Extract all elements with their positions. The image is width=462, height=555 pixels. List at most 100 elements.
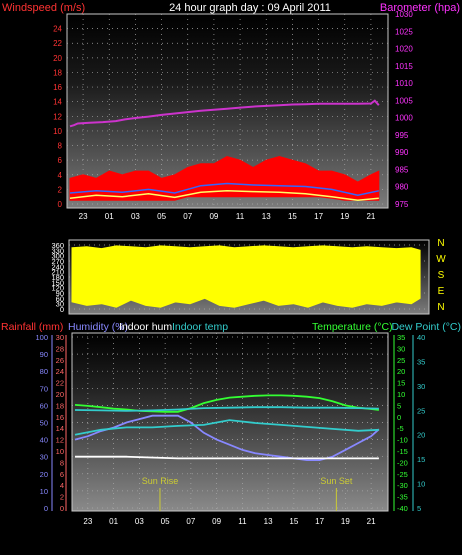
hour-tick-label: 09 (209, 212, 218, 221)
hour-tick-label: 01 (109, 517, 118, 526)
temperature-tick-label: 0 (397, 413, 401, 422)
temperature-panel-series (74, 394, 380, 462)
dew-point-tick-label: 35 (417, 357, 425, 366)
rainfall-tick-label: 30 (56, 333, 64, 342)
hour-tick-label: 17 (314, 212, 323, 221)
barometer-tick-label: 1020 (395, 45, 413, 54)
temperature-tick-label: -10 (397, 436, 408, 445)
hour-tick-label: 09 (212, 517, 221, 526)
dew-point-axis-title: Dew Point (°C) (391, 321, 461, 333)
barometer-tick-label: 1000 (395, 114, 413, 123)
hour-tick-label: 19 (340, 212, 349, 221)
temperature-panel-axes: 0102030405060708090100024681012141618202… (35, 333, 425, 513)
barometer-ticks: 975 980 985 990 995 1000 1005 1010 1015 1020 1025 1… (395, 10, 413, 209)
barometer-tick-label: 1015 (395, 62, 413, 71)
rainfall-tick-label: 8 (60, 458, 64, 467)
rainfall-tick-label: 26 (56, 356, 64, 365)
hour-tick-label: 15 (289, 517, 298, 526)
wind-direction-tick-label: 270 (51, 257, 64, 266)
humidity-tick-label: 90 (40, 350, 48, 359)
temperature-panel-frame (71, 332, 389, 512)
barometer-tick-label: 1005 (395, 96, 413, 105)
rainfall-tick-label: 24 (56, 367, 64, 376)
sun-set-label: Sun Set (320, 476, 353, 486)
dew-point-tick-label: 40 (417, 333, 425, 342)
dew-point-tick-label: 15 (417, 455, 425, 464)
barometer-tick-label: 995 (395, 131, 409, 140)
windspeed-tick-label: 22 (53, 39, 62, 48)
windspeed-tick-label: 12 (53, 112, 62, 121)
hour-tick-label: 11 (236, 212, 245, 221)
indoor_temp-line (74, 406, 379, 412)
humidity-line (74, 414, 380, 462)
temperature-tick-label: -15 (397, 447, 408, 456)
indoor_hum-line (75, 455, 379, 460)
compass-label: N (437, 238, 444, 249)
windspeed-axis-title: Windspeed (m/s) (2, 2, 85, 14)
hour-tick-label: 23 (79, 212, 88, 221)
wind-direction-tick-label: 60 (56, 294, 64, 303)
wind-direction-tick-label: 0 (60, 305, 64, 314)
hour-tick-label: 23 (83, 517, 92, 526)
windspeed-tick-label: 6 (58, 156, 63, 165)
compass-label: W (436, 254, 446, 265)
barometer-tick-label: 1030 (395, 10, 413, 19)
hour-tick-label: 17 (315, 517, 324, 526)
rainfall-tick-label: 22 (56, 379, 64, 388)
wind_low-line (69, 190, 379, 202)
wind-direction-tick-label: 240 (51, 262, 64, 271)
temperature-tick-label: -5 (397, 424, 404, 433)
dew-point-tick-label: 30 (417, 382, 425, 391)
wind-direction-tick-label: 90 (56, 289, 64, 298)
rainfall-axis-title: Rainfall (mm) (1, 321, 63, 333)
temperature-tick-label: 35 (397, 333, 405, 342)
chart-title: 24 hour graph day : 09 April 2011 (169, 2, 331, 14)
temperature-tick-label: -30 (397, 481, 408, 490)
temperature-tick-label: 15 (397, 379, 405, 388)
dew-point-tick-label: 25 (417, 406, 425, 415)
wind-panel-hour-ticks: 23 01 03 05 07 09 11 13 15 17 19 21 (79, 212, 376, 221)
humidity-tick-label: 40 (40, 436, 48, 445)
rainfall-tick-label: 2 (60, 493, 64, 502)
sun-markers: Sun Rise Sun Set (142, 476, 353, 511)
humidity-tick-label: 20 (40, 470, 48, 479)
barometer-tick-label: 975 (395, 200, 409, 209)
windspeed-tick-label: 10 (53, 127, 62, 136)
windspeed-tick-label: 8 (58, 142, 63, 151)
windspeed-tick-label: 4 (58, 171, 63, 180)
humidity-tick-label: 0 (44, 504, 48, 513)
dew-point-tick-label: 20 (417, 431, 425, 440)
barometer-tick-label: 1010 (395, 79, 413, 88)
wind_dir-area (71, 245, 421, 308)
temperature-tick-label: -20 (397, 458, 408, 467)
hour-tick-label: 21 (367, 517, 376, 526)
wind-direction-tick-label: 120 (51, 284, 64, 293)
wind-direction-tick-label: 330 (51, 246, 64, 255)
humidity-axis-title: Humidity (%) (68, 321, 128, 333)
barometer-axis-title: Barometer (hpa) (380, 2, 460, 14)
windspeed-tick-label: 20 (53, 54, 62, 63)
rainfall-tick-label: 16 (56, 413, 64, 422)
temperature-tick-label: -40 (397, 504, 408, 513)
temperature-tick-label: 20 (397, 367, 405, 376)
rainfall-tick-label: 10 (56, 447, 64, 456)
hour-tick-label: 03 (135, 517, 144, 526)
humidity-tick-label: 100 (35, 333, 48, 342)
windspeed-tick-label: 16 (53, 83, 62, 92)
hour-tick-label: 05 (157, 212, 166, 221)
wind-panel-series (69, 99, 380, 202)
wind-direction-tick-label: 210 (51, 268, 64, 277)
humidity-tick-label: 50 (40, 419, 48, 428)
humidity-tick-label: 70 (40, 384, 48, 393)
hour-tick-label: 07 (183, 212, 192, 221)
humidity-tick-label: 60 (40, 401, 48, 410)
dew-point-tick-label: 5 (417, 504, 421, 513)
temperature-tick-label: 25 (397, 356, 405, 365)
barometer-line (69, 99, 380, 128)
wind-direction-series (71, 245, 421, 308)
temperature-tick-label: 30 (397, 344, 405, 353)
